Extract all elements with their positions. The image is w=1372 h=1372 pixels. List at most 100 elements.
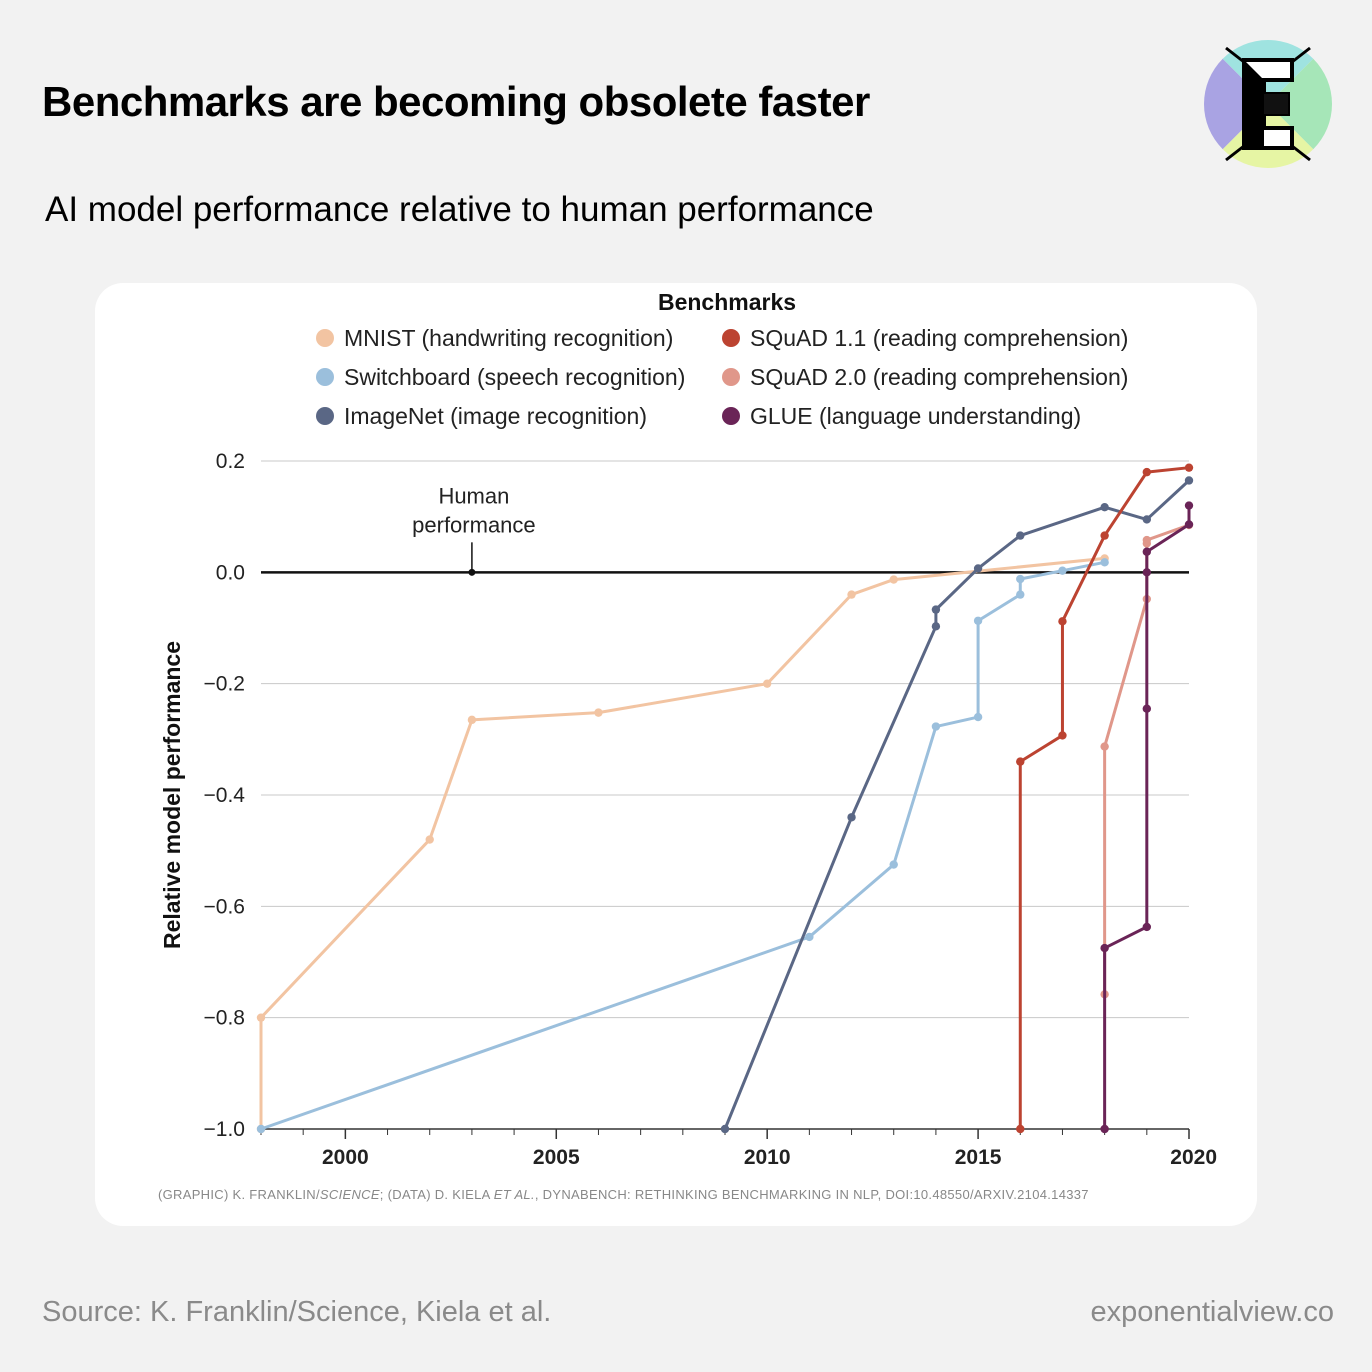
- legend-label: ImageNet (image recognition): [344, 403, 647, 429]
- data-point: [889, 860, 898, 869]
- data-point: [973, 616, 983, 625]
- brand-logo-icon: [1204, 40, 1332, 168]
- data-point: [1016, 1124, 1025, 1134]
- data-point: [1184, 463, 1194, 472]
- chart-card: Benchmarks MNIST (handwriting recognitio…: [95, 283, 1257, 1226]
- legend-item: SQuAD 2.0 (reading comprehension): [722, 364, 1128, 390]
- data-point: [1142, 704, 1152, 713]
- data-point: [1100, 503, 1109, 512]
- y-tick-label: −0.2: [204, 673, 245, 696]
- series-2: [720, 476, 1194, 1134]
- y-tick-label: −0.4: [204, 784, 246, 807]
- annotation-line-2: performance: [412, 512, 536, 537]
- footer-source: Source: K. Franklin/Science, Kiela et al…: [42, 1296, 552, 1328]
- data-point: [1016, 574, 1025, 584]
- legend-marker: [722, 407, 740, 425]
- data-point: [1142, 515, 1152, 524]
- data-point: [847, 813, 856, 822]
- legend-label: SQuAD 1.1 (reading comprehension): [750, 325, 1128, 351]
- legend-marker: [316, 329, 334, 347]
- data-point: [847, 590, 856, 599]
- data-point: [1142, 467, 1152, 477]
- data-point: [1058, 731, 1067, 740]
- data-point: [1016, 531, 1025, 540]
- legend-label: GLUE (language understanding): [750, 403, 1081, 429]
- chart-credit: (GRAPHIC) K. FRANKLIN/SCIENCE; (DATA) D.…: [158, 1187, 1089, 1202]
- data-point: [1100, 742, 1109, 751]
- series-layer: [256, 463, 1194, 1134]
- data-point: [256, 1124, 266, 1134]
- legend-item: Switchboard (speech recognition): [316, 364, 685, 390]
- series-3: [1016, 463, 1194, 1134]
- data-point: [1058, 566, 1067, 575]
- data-point: [594, 708, 603, 717]
- x-tick-label: 2020: [1170, 1146, 1217, 1169]
- y-tick-label: 0.2: [216, 450, 245, 473]
- y-axis: 0.2 0.0 −0.2 −0.4 −0.6 −0.8 −1.0: [204, 450, 246, 1141]
- data-point: [1058, 617, 1067, 626]
- legend-label: MNIST (handwriting recognition): [344, 325, 673, 351]
- legend-marker: [722, 329, 740, 347]
- data-point: [931, 722, 941, 731]
- data-point: [762, 679, 772, 688]
- line-chart: Benchmarks MNIST (handwriting recognitio…: [158, 289, 1217, 1202]
- data-point: [256, 1013, 266, 1022]
- data-point: [1100, 531, 1109, 540]
- footer-site-link[interactable]: exponentialview.co: [1090, 1296, 1334, 1328]
- series-line: [260, 560, 1105, 1131]
- legend-item: SQuAD 1.1 (reading comprehension): [722, 325, 1128, 351]
- series-line: [1103, 505, 1191, 1129]
- human-performance-annotation: Human performance: [412, 483, 536, 576]
- data-point: [889, 575, 898, 584]
- data-point: [1142, 568, 1152, 577]
- data-point: [1184, 501, 1194, 510]
- annotation-point: [468, 568, 476, 576]
- legend-marker: [316, 407, 334, 425]
- data-point: [973, 564, 983, 573]
- legend-item: ImageNet (image recognition): [316, 403, 647, 429]
- data-point: [425, 835, 434, 844]
- x-tick-label: 2010: [744, 1146, 791, 1169]
- legend-title: Benchmarks: [658, 289, 796, 315]
- y-tick-label: 0.0: [216, 561, 245, 584]
- series-line: [723, 479, 1191, 1130]
- series-1: [256, 558, 1109, 1134]
- data-point: [1142, 922, 1152, 932]
- legend-marker: [722, 368, 740, 386]
- legend-item: GLUE (language understanding): [722, 403, 1081, 429]
- data-point: [1184, 520, 1194, 529]
- data-point: [720, 1124, 730, 1134]
- data-point: [1184, 476, 1194, 485]
- data-point: [1016, 757, 1025, 766]
- x-tick-label: 2005: [533, 1146, 580, 1169]
- legend-label: SQuAD 2.0 (reading comprehension): [750, 364, 1128, 390]
- page-title: Benchmarks are becoming obsolete faster: [42, 78, 870, 125]
- data-point: [1100, 1124, 1109, 1134]
- y-tick-label: −0.8: [204, 1007, 245, 1030]
- data-point: [1142, 535, 1152, 545]
- annotation-line-1: Human: [438, 483, 509, 508]
- legend: MNIST (handwriting recognition) Switchboa…: [316, 325, 1128, 429]
- data-point: [931, 622, 941, 631]
- y-tick-label: −1.0: [204, 1118, 245, 1141]
- series-5: [1100, 501, 1194, 1134]
- data-point: [1142, 547, 1152, 556]
- legend-item: MNIST (handwriting recognition): [316, 325, 673, 351]
- page-subtitle: AI model performance relative to human p…: [45, 190, 874, 229]
- data-point: [467, 715, 477, 725]
- data-point: [805, 932, 814, 942]
- x-tick-label: 2000: [322, 1146, 369, 1169]
- data-point: [931, 605, 941, 614]
- legend-marker: [316, 368, 334, 386]
- series-0: [256, 554, 1109, 1134]
- data-point: [1100, 943, 1109, 953]
- y-axis-label: Relative model performance: [159, 641, 185, 949]
- x-tick-label: 2015: [955, 1146, 1002, 1169]
- legend-label: Switchboard (speech recognition): [344, 364, 685, 390]
- data-point: [973, 712, 983, 722]
- grid-lines: [261, 460, 1189, 1130]
- data-point: [1100, 558, 1109, 567]
- data-point: [1016, 590, 1025, 599]
- y-tick-label: −0.6: [204, 895, 245, 918]
- x-axis: 2000 2005 2010 2015 2020: [260, 1128, 1217, 1169]
